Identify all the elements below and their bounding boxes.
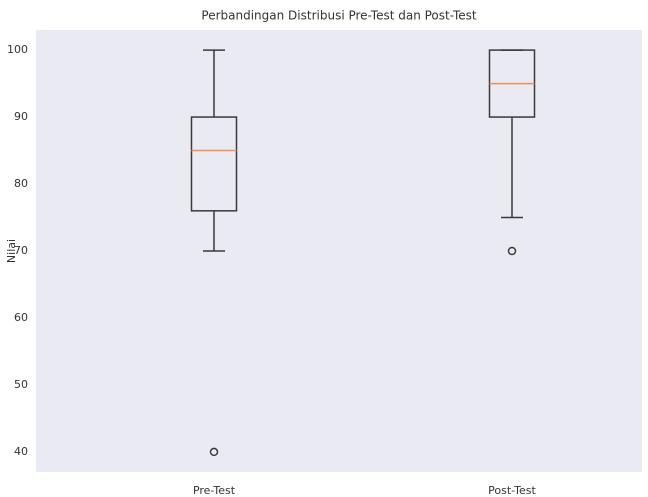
y-tick-label: 90 (14, 110, 28, 123)
box (190, 116, 238, 212)
y-tick-label: 70 (14, 244, 28, 257)
y-tick-label: 40 (14, 445, 28, 458)
y-tick-label: 80 (14, 177, 28, 190)
plot-area (36, 30, 642, 472)
x-tick-label: Pre-Test (193, 484, 236, 497)
outlier (507, 246, 517, 256)
outlier (209, 447, 219, 457)
x-tick-label: Post-Test (488, 484, 536, 497)
y-tick-label: 100 (7, 43, 28, 56)
chart-title: Perbandingan Distribusi Pre-Test dan Pos… (201, 9, 476, 23)
y-axis-label: Nilai (5, 239, 18, 263)
y-tick-label: 60 (14, 311, 28, 324)
y-tick-label: 50 (14, 378, 28, 391)
